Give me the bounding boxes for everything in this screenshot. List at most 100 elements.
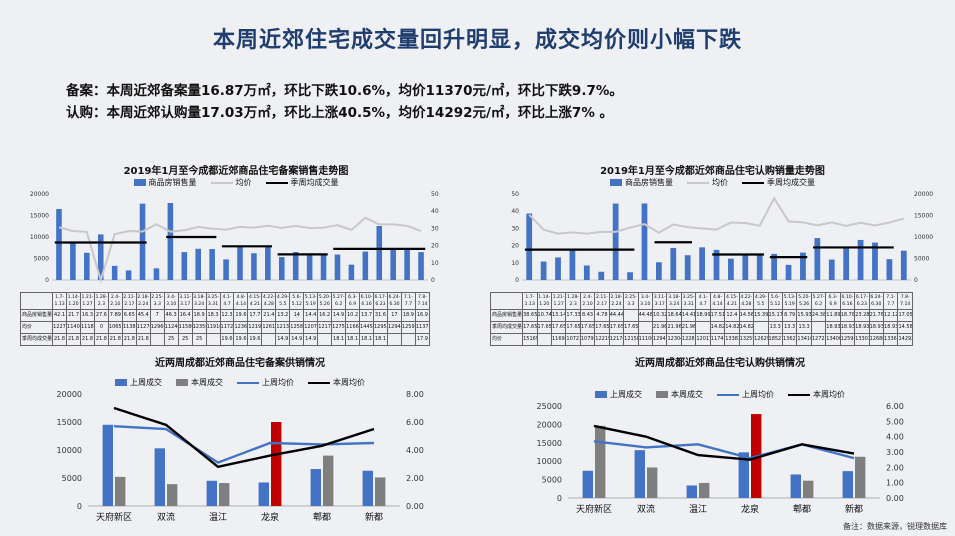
table-cell: 21.96 xyxy=(652,321,668,334)
y-tick-left: 20000 xyxy=(537,420,562,429)
y-tick-right: 1.00 xyxy=(886,479,904,488)
category-label: 4.8-4.14 xyxy=(709,292,726,310)
table-cell: 12722 xyxy=(810,333,827,346)
legend-item: 季周均成交量 xyxy=(742,177,815,188)
legend-item: 季周均成交量 xyxy=(265,177,339,188)
this-week-bar xyxy=(699,482,710,498)
category-label: 4.29-5.5 xyxy=(753,292,769,310)
district-label: 天府新区 xyxy=(576,503,612,515)
sales-bar xyxy=(886,259,893,280)
table-cell: 18.99 xyxy=(695,309,711,322)
table-cell: 27.6 xyxy=(93,309,109,322)
category-label: 7.8-7.14 xyxy=(414,292,431,310)
category-label: 7.1-7.7 xyxy=(400,292,416,310)
legend-swatch xyxy=(115,379,127,386)
table-cell: 12190 xyxy=(247,321,263,334)
legend-item: 本周均价 xyxy=(308,377,365,388)
sales-bar xyxy=(195,248,202,280)
sales-bar xyxy=(418,252,424,280)
table-cell: 17.9 xyxy=(414,333,431,346)
sales-bar xyxy=(684,255,691,280)
legend-swatch xyxy=(788,393,810,396)
legend-label: 均价 xyxy=(712,178,728,187)
table-row: 均价12277114001118001065011380112701296011… xyxy=(19,321,431,334)
table-cell: 19.6 xyxy=(247,333,263,346)
category-label: 5.27-6.2 xyxy=(810,292,827,310)
legend-label: 均价 xyxy=(235,178,252,187)
chart-title: 2019年1月至今成都近郊商品住宅备案销售走势图 xyxy=(123,166,349,177)
table-cell: 13.7 xyxy=(359,309,374,322)
table-cell: 18527 xyxy=(767,333,783,346)
this-week-bar xyxy=(595,425,606,498)
subscription-supply-chart: 25000 20000 15000 10000 5000 0 6.00 5.00 4.00 3.0… xyxy=(537,402,904,515)
sales-bar xyxy=(278,257,285,280)
district-label: 龙泉 xyxy=(741,503,759,515)
prev-week-price-line xyxy=(593,440,855,460)
table-cell: 18.1 xyxy=(331,333,347,346)
table-cell xyxy=(261,333,277,346)
chart-legend: 商品房销售量 均价 季周均成交量 xyxy=(490,177,935,188)
legend-item: 均价 xyxy=(210,177,252,188)
legend-item: 上周成交 xyxy=(595,389,642,400)
legend-label: 季周均成交量 xyxy=(767,178,815,187)
prev-week-bar xyxy=(686,485,697,498)
chart-legend: 上周成交 本周成交 上周均价 本周均价 xyxy=(40,377,440,388)
sales-bar xyxy=(125,270,132,280)
sales-bar xyxy=(84,252,90,280)
table-cell: 12594 xyxy=(839,333,856,346)
district-label: 双流 xyxy=(637,503,655,515)
table-cell: 17.7 xyxy=(247,309,263,322)
category-label: 2.18-2.24 xyxy=(135,292,151,310)
table-cell: 18.9 xyxy=(400,309,416,322)
y-tick-right: 2.00 xyxy=(886,463,904,472)
table-cell: 14.4 xyxy=(303,309,319,322)
table-cell: 14.9 xyxy=(303,333,319,346)
category-label: 5.27-6.2 xyxy=(331,292,347,310)
category-label: 5.20-5.26 xyxy=(796,292,812,310)
legend-swatch xyxy=(210,181,233,184)
table-corner xyxy=(19,292,54,310)
prev-week-bar xyxy=(842,471,853,498)
y-tick-right: 40 xyxy=(431,208,439,215)
y-tick-left: 10 xyxy=(511,260,519,267)
table-cell: 18.1 xyxy=(345,333,361,346)
sales-bar xyxy=(598,271,605,280)
table-cell: 16.3 xyxy=(79,309,95,322)
category-label: 5.6-5.12 xyxy=(289,292,305,310)
y-tick-left: 25000 xyxy=(537,402,562,411)
table-cell: 12750 xyxy=(331,321,347,334)
table-cell: 18.93 xyxy=(839,321,856,334)
table-cell: 42.1 xyxy=(52,309,68,322)
sales-bar xyxy=(857,239,864,280)
table-cell: 18.1 xyxy=(373,333,388,346)
table-cell: 14.82 xyxy=(724,321,740,334)
table-cell: 12942 xyxy=(652,333,668,346)
table-cell: 10.2 xyxy=(345,309,361,322)
y-tick-right: 2.00 xyxy=(406,474,424,483)
table-row: 商品房销售量 38.65 10.74 13.14 17.33 8.43 4.78 44.44 4… xyxy=(489,309,913,322)
category-label: 2.11-2.17 xyxy=(121,292,137,310)
table-cell: 8.43 xyxy=(579,309,596,322)
table-cell: 12360 xyxy=(233,321,249,334)
sales-bar xyxy=(540,261,547,280)
table-cell: 11240 xyxy=(163,321,179,334)
table-row: 商品房销售量 42.1 21.7 16.3 27.6 7.89 6.65 45.4 7 46.3 1… xyxy=(19,309,431,322)
table-cell: 38.65 xyxy=(522,309,538,322)
table-cell: 21.76 xyxy=(868,309,885,322)
prev-week-bar xyxy=(738,452,749,498)
legend-item: 上周均价 xyxy=(237,377,294,388)
y-tick-right: 4.00 xyxy=(406,446,424,455)
table-cell: 21.4 xyxy=(261,309,277,322)
row-label: 商品房销售量 xyxy=(19,309,54,322)
table-cell: 12277 xyxy=(52,321,68,334)
sales-bar xyxy=(111,265,118,280)
table-row: 季周均成交量 21.8 21.8 21.8 21.8 21.8 21.8 21.8 25 25 25… xyxy=(19,333,431,346)
table-cell: 12282 xyxy=(680,333,697,346)
sales-bar xyxy=(756,253,763,280)
chart-title: 2019年1月至今成都近郊商品住宅认购销量走势图 xyxy=(600,166,825,177)
y-tick-right: 6.00 xyxy=(406,418,424,427)
summary: 备案：本周近郊备案量16.87万㎡，环比下跌10.6%，均价11370元/㎡，环… xyxy=(66,80,623,124)
category-label: 6.24-6.30 xyxy=(386,292,402,310)
